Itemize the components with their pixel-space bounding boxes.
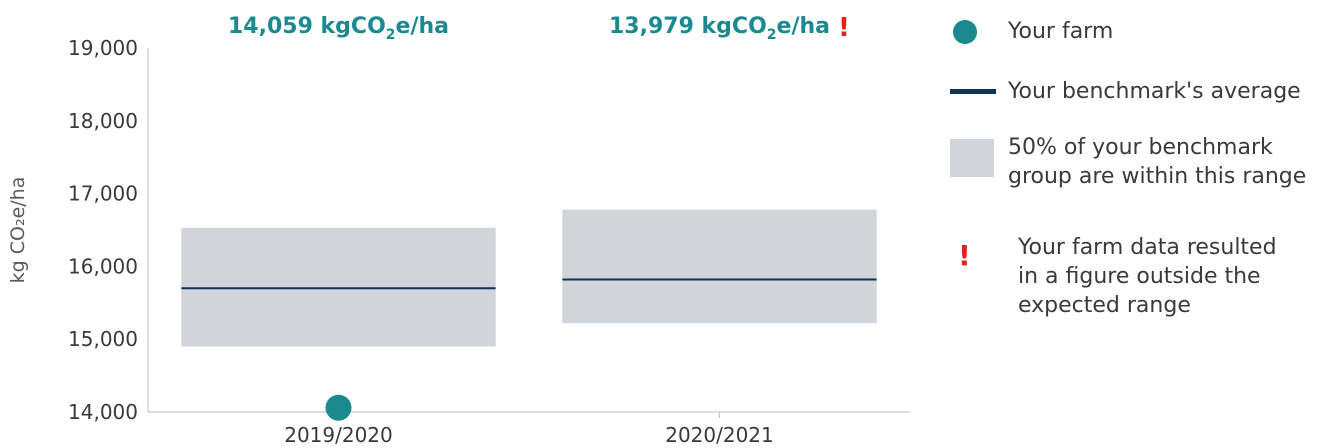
legend-warning-line-2: in a figure outside the	[1018, 264, 1261, 289]
legend-item-range: 50% of your benchmark group are within t…	[950, 133, 1306, 191]
y-tick-label: 19,000	[68, 36, 138, 60]
y-tick-label: 17,000	[68, 182, 138, 206]
x-tick-label: 2019/2020	[284, 423, 393, 447]
legend-item-warning: ! Your farm data resulted in a figure ou…	[950, 233, 1277, 342]
farm-dot-icon	[953, 20, 977, 44]
range-box-icon	[950, 139, 994, 177]
legend-warning-line-3: expected range	[1018, 293, 1191, 318]
legend-item-farm: Your farm	[950, 17, 1113, 47]
legend-range-line-1: 50% of your benchmark	[1008, 135, 1273, 160]
legend: Your farm Your benchmark's average 50% o…	[950, 0, 1341, 448]
range-box	[562, 209, 877, 324]
farm-point	[325, 394, 352, 421]
y-tick-label: 14,000	[68, 400, 138, 424]
legend-item-average: Your benchmark's average	[950, 77, 1301, 107]
y-tick-label: 18,000	[68, 109, 138, 133]
warning-icon: !	[838, 13, 850, 43]
y-tick-label: 15,000	[68, 327, 138, 351]
average-line-icon	[950, 89, 996, 94]
range-box	[181, 227, 496, 347]
legend-range-line-2: group are within this range	[1008, 164, 1307, 189]
y-axis-label: kg CO₂e/ha	[7, 177, 29, 284]
legend-farm-label: Your farm	[1008, 19, 1114, 44]
legend-warning-line-1: Your farm data resulted	[1018, 235, 1277, 260]
legend-average-label: Your benchmark's average	[1008, 79, 1301, 104]
value-callout: 13,979 kgCO2e/ha	[609, 14, 830, 43]
chart: 14,000 15,000 16,000 17,000 18,000 19,000 201…	[7, 13, 910, 447]
y-tick-label: 16,000	[68, 254, 138, 278]
x-tick-label: 2020/2021	[665, 423, 774, 447]
warning-icon: !	[958, 239, 971, 272]
value-callout: 14,059 kgCO2e/ha	[228, 14, 449, 43]
